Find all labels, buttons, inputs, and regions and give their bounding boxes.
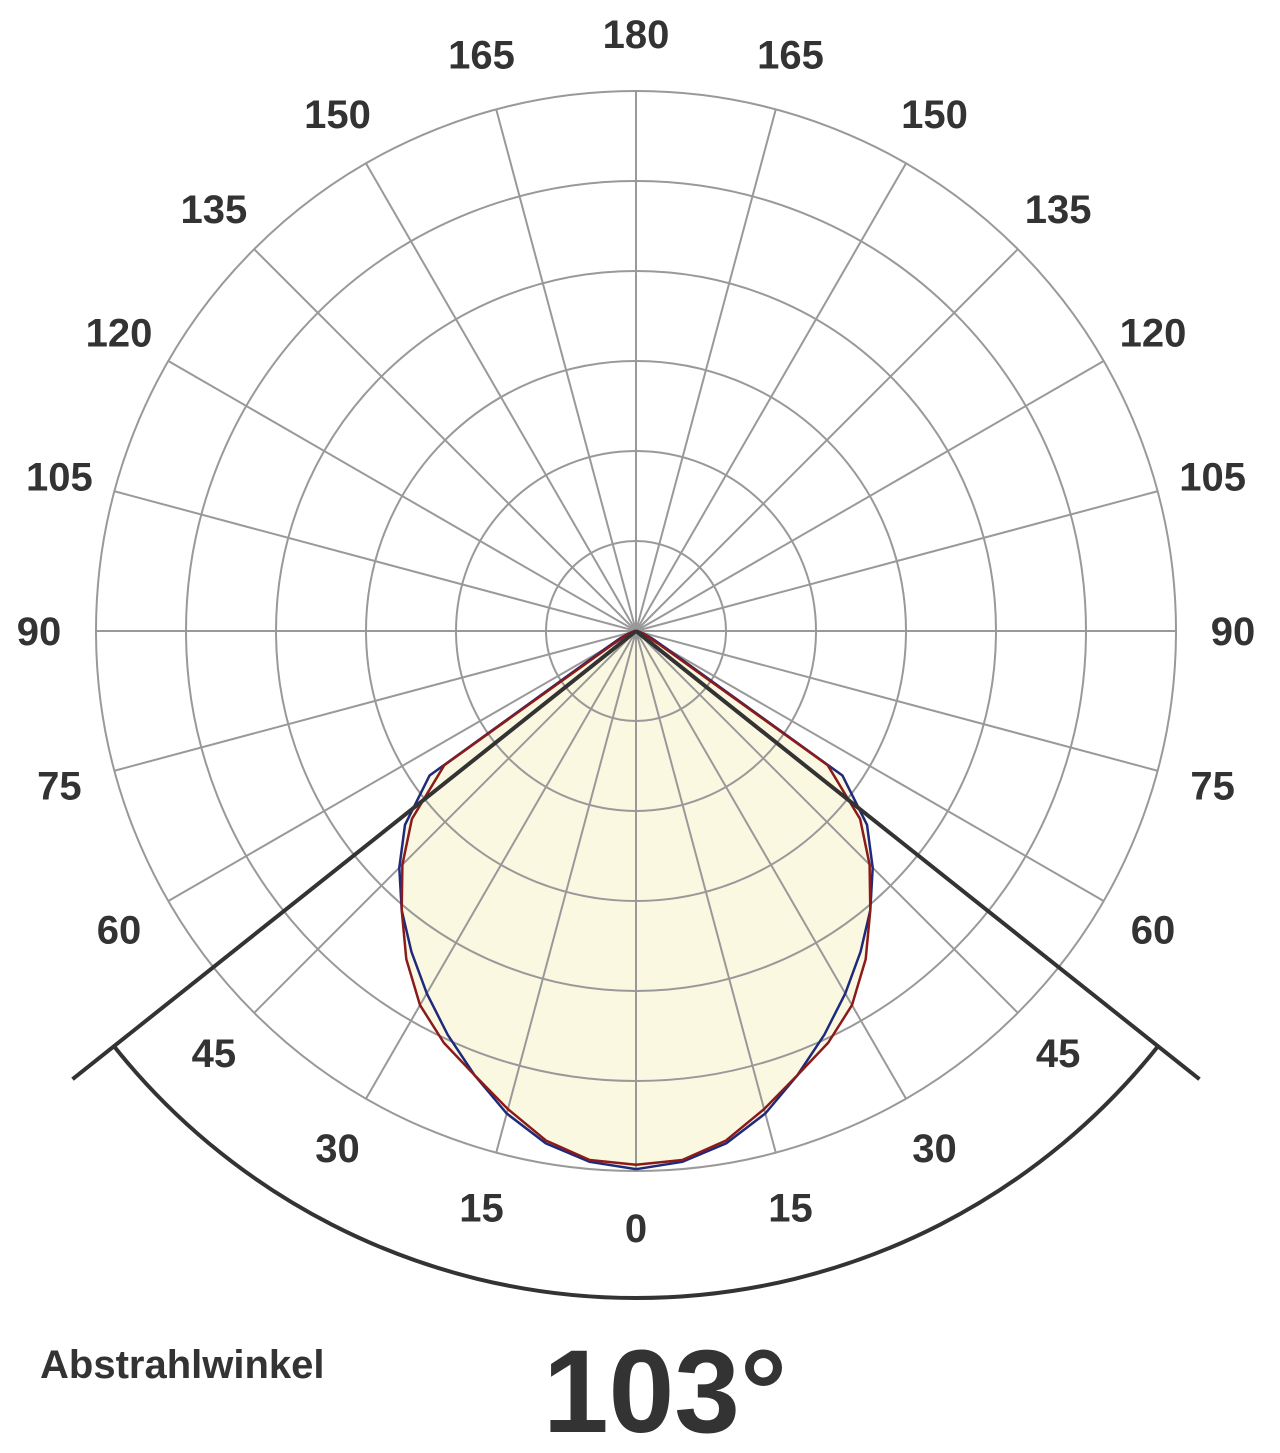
grid-spoke [635, 360, 1105, 632]
beam-line [634, 629, 1201, 1081]
grid-spoke [635, 630, 1158, 772]
angle-tick-label: 45 [192, 1032, 237, 1076]
grid-spoke [635, 630, 1105, 902]
angle-tick-label: 165 [448, 33, 515, 77]
grid-spoke [635, 490, 1158, 632]
grid-spoke [635, 109, 777, 632]
angle-tick-label: 30 [315, 1127, 360, 1171]
angle-tick-label: 150 [901, 93, 968, 137]
grid-spoke [495, 630, 637, 1153]
grid-spoke [635, 630, 777, 1153]
angle-tick-label: 15 [768, 1187, 813, 1231]
angle-tick-label: 120 [1120, 312, 1187, 356]
angle-tick-label: 135 [1025, 188, 1092, 232]
angle-tick-label: 180 [603, 13, 670, 57]
angle-tick-label: 90 [17, 610, 62, 654]
grid-spoke [167, 630, 637, 902]
angle-tick-label: 105 [1179, 455, 1246, 499]
grid-spoke [635, 630, 1019, 1014]
angle-tick-label: 90 [1211, 610, 1256, 654]
angle-tick-label: 60 [97, 909, 142, 953]
angle-tick-label: 60 [1131, 909, 1176, 953]
angle-tick-label: 75 [37, 765, 82, 809]
grid-spoke [635, 162, 907, 632]
grid-spoke [365, 630, 637, 1100]
grid-spoke [253, 630, 637, 1014]
angle-tick-label: 135 [180, 188, 247, 232]
beam-angle-label: 103° [543, 1326, 787, 1448]
grid-spoke [495, 109, 637, 632]
beam-title: Abstrahlwinkel [40, 1343, 325, 1387]
grid-spoke [365, 162, 637, 632]
beam-line [71, 629, 638, 1081]
angle-tick-label: 30 [912, 1127, 957, 1171]
beam-arc [112, 1044, 1160, 1301]
angle-tick-label: 0 [625, 1207, 647, 1251]
angle-tick-label: 105 [26, 455, 93, 499]
angle-tick-label: 150 [304, 93, 371, 137]
grid-spoke [253, 248, 637, 632]
angle-tick-label: 165 [757, 33, 824, 77]
angle-tick-label: 120 [86, 312, 153, 356]
angle-tick-label: 45 [1036, 1032, 1081, 1076]
grid-spoke [114, 490, 637, 632]
grid-spoke [167, 360, 637, 632]
grid-spoke [635, 630, 907, 1100]
angle-tick-label: 15 [459, 1187, 504, 1231]
angle-tick-label: 75 [1190, 765, 1235, 809]
grid-spoke [635, 248, 1019, 632]
grid-spoke [114, 630, 637, 772]
